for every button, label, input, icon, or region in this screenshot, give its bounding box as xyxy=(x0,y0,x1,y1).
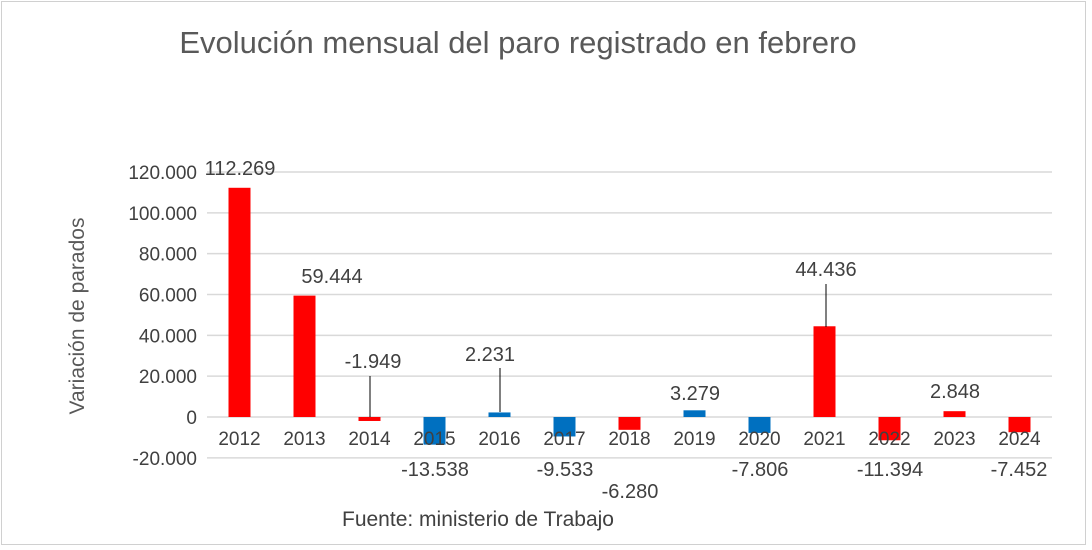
y-tick-label: -20.000 xyxy=(133,449,197,470)
x-tick-label: 2022 xyxy=(868,429,910,450)
data-label: -9.533 xyxy=(537,459,594,481)
y-axis-label: Variación de parados xyxy=(66,218,89,415)
y-tick-label: 120.000 xyxy=(128,163,197,184)
chart-footer: Fuente: ministerio de Trabajo xyxy=(342,508,614,531)
bar-2016 xyxy=(488,412,511,417)
data-label: 2.231 xyxy=(465,344,515,366)
data-label: -6.280 xyxy=(602,481,659,503)
bar-2022 xyxy=(878,417,901,441)
data-label: -7.452 xyxy=(991,459,1048,481)
x-tick-label: 2023 xyxy=(933,429,975,450)
x-tick-label: 2015 xyxy=(413,429,455,450)
y-tick-label: 80.000 xyxy=(139,245,197,266)
x-tick-label: 2021 xyxy=(803,429,845,450)
x-tick-label: 2016 xyxy=(478,429,520,450)
data-label: -1.949 xyxy=(345,351,402,373)
data-label: -7.806 xyxy=(732,459,789,481)
x-tick-label: 2012 xyxy=(218,429,260,450)
data-label: 112.269 xyxy=(205,158,276,180)
bar-2019 xyxy=(683,410,706,417)
bar-2014 xyxy=(358,417,381,421)
y-tick-label: 60.000 xyxy=(139,286,197,307)
x-tick-label: 2014 xyxy=(348,429,391,450)
y-tick-label: 40.000 xyxy=(139,326,197,347)
x-tick-label: 2020 xyxy=(738,429,780,450)
data-label: -11.394 xyxy=(857,459,923,481)
data-label: 59.444 xyxy=(301,266,362,288)
x-tick-label: 2017 xyxy=(543,429,585,450)
bar-2018 xyxy=(618,417,641,430)
bar-2017 xyxy=(553,417,576,437)
y-tick-label: 0 xyxy=(186,408,197,429)
bar-2024 xyxy=(1008,417,1031,433)
data-label: -13.538 xyxy=(401,459,469,481)
data-label: 2.848 xyxy=(930,381,980,403)
bar-2015 xyxy=(423,417,446,445)
data-label: 3.279 xyxy=(670,383,720,405)
bar-2013 xyxy=(293,295,316,417)
chart-title: Evolución mensual del paro registrado en… xyxy=(179,25,856,60)
x-tick-label: 2019 xyxy=(673,429,715,450)
data-label: 44.436 xyxy=(795,259,856,281)
x-tick-label: 2024 xyxy=(998,429,1041,450)
y-tick-label: 20.000 xyxy=(139,367,197,388)
x-tick-label: 2018 xyxy=(608,429,650,450)
bar-2012 xyxy=(228,187,251,417)
bar-2020 xyxy=(748,417,771,433)
y-tick-label: 100.000 xyxy=(128,204,197,225)
bar-2023 xyxy=(943,411,966,417)
x-tick-label: 2013 xyxy=(283,429,325,450)
bar-2021 xyxy=(813,326,836,417)
